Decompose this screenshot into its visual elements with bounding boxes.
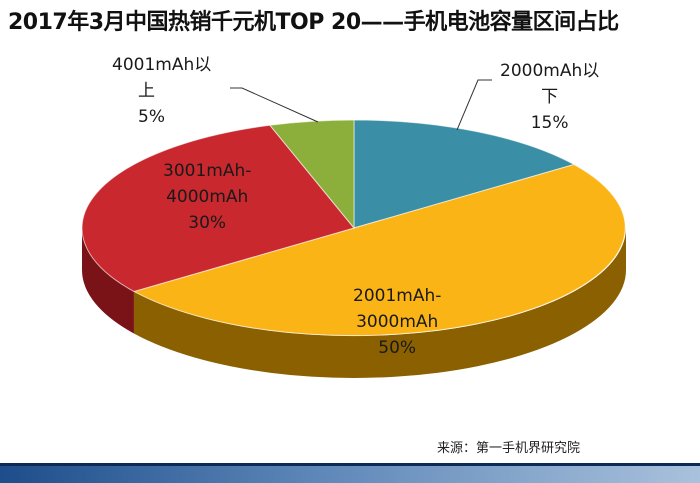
- pie-slice-2: [81, 124, 355, 293]
- footer-bar: [0, 466, 700, 483]
- slice-label-line: 4001mAh以: [112, 55, 212, 75]
- slice-label-4001-above: 4001mAh以 上 5%: [112, 52, 211, 130]
- slice-value: 30%: [188, 213, 227, 233]
- slice-value: 15%: [530, 113, 569, 133]
- source-note: 来源：第一手机界研究院: [437, 441, 581, 456]
- slice-label-2000-below: 2000mAh以 下 15%: [500, 58, 599, 136]
- slice-label-line: 3001mAh-: [163, 161, 252, 181]
- pie-top-faces: [81, 119, 626, 337]
- pie-side-walls: [82, 228, 626, 378]
- pie-slice-1: [132, 163, 626, 337]
- slice-label-line: 3000mAh: [356, 312, 439, 332]
- slice-label-line: 下: [541, 87, 559, 107]
- pie-side-2: [82, 228, 134, 334]
- pie-side-1: [133, 228, 626, 378]
- slice-label-line: 上: [138, 81, 155, 101]
- slice-label-line: 4000mAh: [166, 187, 249, 207]
- leader-line-4001-above: [230, 87, 319, 123]
- leader-line-2000-below: [456, 79, 492, 131]
- slice-value: 5%: [138, 107, 165, 127]
- slice-label-line: 2001mAh-: [353, 286, 442, 306]
- leader-lines: [230, 79, 492, 131]
- chart-title: 2017年3月中国热销千元机TOP 20——手机电池容量区间占比: [8, 10, 619, 35]
- pie-slice-3: [268, 119, 355, 230]
- slice-value: 50%: [378, 338, 417, 358]
- pie-slice-0: [353, 119, 576, 229]
- footer-bar-top: [0, 463, 700, 466]
- slice-label-2001-3000: 2001mAh- 3000mAh 50%: [353, 283, 441, 361]
- slice-label-line: 2000mAh以: [500, 61, 600, 81]
- slice-label-3001-4000: 3001mAh- 4000mAh 30%: [163, 158, 251, 236]
